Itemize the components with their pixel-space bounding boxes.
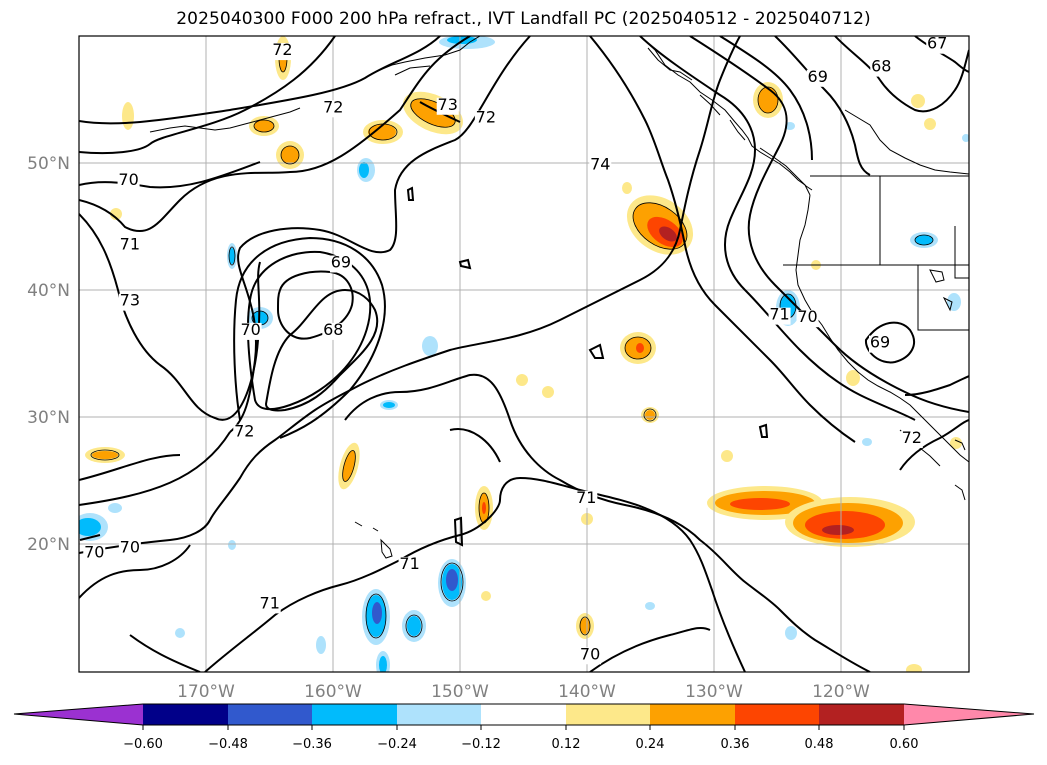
colorbar: −0.60 −0.48 −0.36 −0.24 −0.12 0.12 0.24 0.36 0.4… <box>13 703 1035 752</box>
contour-label: 70 <box>797 307 817 326</box>
contour-label: 69 <box>870 333 890 352</box>
coastlines <box>149 36 969 559</box>
lon-label-140w: 140°W <box>558 682 616 702</box>
contour-label: 69 <box>331 253 351 272</box>
colorbar-tick-label: −0.48 <box>208 737 248 752</box>
lon-label-120w: 120°W <box>812 682 870 702</box>
contour-label-bg <box>579 647 602 665</box>
contour-label-bg <box>118 237 141 255</box>
lon-label-170w: 170°W <box>177 682 235 702</box>
longitude-labels: 170°W 160°W 150°W 140°W 130°W 120°W <box>177 682 870 702</box>
contour-label-bg <box>271 43 294 61</box>
colorbar-segment <box>819 704 904 725</box>
colorbar-ticks: −0.60 −0.48 −0.36 −0.24 −0.12 0.12 0.24 0.36 0.4… <box>123 725 918 752</box>
contour-label: 70 <box>240 320 260 339</box>
contour-label: 67 <box>927 34 947 53</box>
map-title: 2025040300 F000 200 hPa refract., IVT La… <box>176 9 871 29</box>
contour-label: 70 <box>580 644 600 663</box>
colorbar-segment <box>650 704 735 725</box>
contour-label-bg <box>900 431 923 449</box>
contour-label-bg <box>436 97 459 115</box>
contour-label-bg <box>233 424 256 442</box>
colorbar-segment <box>397 704 481 725</box>
colorbar-segment <box>735 704 819 725</box>
contour-label-bg <box>329 255 352 273</box>
lat-label-20n: 20°N <box>27 535 70 555</box>
contour-label-bg <box>117 172 140 190</box>
contour-label: 72 <box>323 97 343 116</box>
colorbar-segment <box>143 704 228 725</box>
contour-label: 70 <box>120 537 140 556</box>
contour-label-bg <box>118 540 141 558</box>
contour-label-bg <box>118 293 141 311</box>
contour-label: 71 <box>120 235 140 254</box>
colorbar-tick-label: 0.60 <box>890 737 919 752</box>
shaded-field <box>79 36 969 672</box>
contour-label: 73 <box>120 291 140 310</box>
lat-label-50n: 50°N <box>27 154 70 174</box>
contour-label: 71 <box>399 554 419 573</box>
contour-label: 71 <box>260 593 280 612</box>
contour-label: 68 <box>871 57 891 76</box>
colorbar-tick-label: 0.24 <box>636 737 665 752</box>
contour-label-bg <box>398 556 421 574</box>
colorbar-segment <box>566 704 650 725</box>
contour-label: 70 <box>84 543 104 562</box>
contour-label-bg <box>806 69 829 87</box>
contour-label-bg <box>870 59 893 77</box>
contour-label-bg <box>322 100 345 118</box>
contour-label-bg <box>926 36 949 54</box>
axes-frame <box>78 35 970 673</box>
colorbar-segment <box>312 704 397 725</box>
latitude-labels: 50°N 40°N 30°N 20°N <box>27 154 70 555</box>
contour-label: 72 <box>234 422 254 441</box>
contour-label: 74 <box>590 155 610 174</box>
contour-label-bg <box>83 545 106 563</box>
contour-label: 71 <box>769 305 789 324</box>
contour-label-bg <box>258 596 281 614</box>
contour-label-bg <box>322 322 345 340</box>
colorbar-tick-label: 0.36 <box>721 737 750 752</box>
contour-label-bg <box>768 307 791 325</box>
lon-label-150w: 150°W <box>431 682 489 702</box>
plot-area: 72 72 73 72 74 67 68 69 70 71 73 69 68 70 71 70 69 72 72 71… <box>79 34 969 672</box>
contour-label: 72 <box>272 40 292 59</box>
colorbar-tick-label: −0.36 <box>292 737 332 752</box>
colorbar-tick-label: 0.48 <box>805 737 834 752</box>
contour-label: 71 <box>576 488 596 507</box>
contour-label-bg <box>796 310 819 328</box>
lat-label-40n: 40°N <box>27 281 70 301</box>
lon-label-160w: 160°W <box>304 682 362 702</box>
colorbar-tick-label: −0.12 <box>461 737 501 752</box>
contour-label: 70 <box>118 170 138 189</box>
contour-label: 72 <box>476 107 496 126</box>
colorbar-segments <box>143 704 904 725</box>
colorbar-tick-label: −0.60 <box>123 737 163 752</box>
contour-label: 69 <box>808 67 828 86</box>
lat-label-30n: 30°N <box>27 408 70 428</box>
colorbar-tick-label: −0.24 <box>377 737 417 752</box>
lon-label-130w: 130°W <box>685 682 743 702</box>
colorbar-extend-high <box>904 704 1034 725</box>
colorbar-segment <box>481 704 566 725</box>
contour-label: 68 <box>323 320 343 339</box>
colorbar-tick-label: 0.12 <box>552 737 581 752</box>
contour-label-bg <box>239 322 262 340</box>
contour-label-bg <box>575 490 598 508</box>
contour-label: 72 <box>902 428 922 447</box>
contour-label: 73 <box>438 95 458 114</box>
contour-label-bg <box>474 110 497 128</box>
colorbar-segment <box>228 704 312 725</box>
colorbar-extend-low <box>14 704 143 725</box>
contour-label-bg <box>869 335 891 353</box>
contour-label-bg <box>589 157 612 175</box>
contour-labels: 72 72 73 72 74 67 68 69 70 71 73 69 68 70 71 70 69 72 72 71… <box>83 34 949 665</box>
